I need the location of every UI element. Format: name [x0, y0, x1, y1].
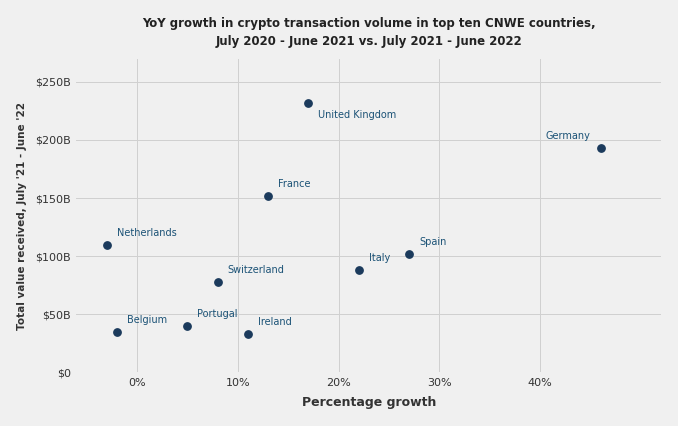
- Point: [595, 145, 606, 152]
- Text: United Kingdom: United Kingdom: [319, 110, 397, 120]
- Point: [212, 278, 223, 285]
- Text: Germany: Germany: [546, 131, 591, 141]
- Text: Portugal: Portugal: [197, 309, 238, 319]
- X-axis label: Percentage growth: Percentage growth: [302, 396, 436, 409]
- Point: [262, 192, 273, 199]
- Text: Netherlands: Netherlands: [117, 227, 176, 238]
- Text: France: France: [278, 179, 311, 189]
- Text: Ireland: Ireland: [258, 317, 292, 327]
- Point: [182, 322, 193, 329]
- Y-axis label: Total value received, July '21 - June '22: Total value received, July '21 - June '2…: [17, 101, 26, 329]
- Text: Spain: Spain: [419, 237, 447, 247]
- Point: [242, 331, 253, 337]
- Text: Belgium: Belgium: [127, 315, 167, 325]
- Title: YoY growth in crypto transaction volume in top ten CNWE countries,
July 2020 - J: YoY growth in crypto transaction volume …: [142, 17, 596, 48]
- Point: [111, 328, 122, 335]
- Point: [353, 267, 364, 273]
- Text: Switzerland: Switzerland: [228, 265, 285, 275]
- Text: Italy: Italy: [369, 253, 390, 263]
- Point: [303, 99, 314, 106]
- Point: [101, 241, 112, 248]
- Point: [403, 250, 414, 257]
